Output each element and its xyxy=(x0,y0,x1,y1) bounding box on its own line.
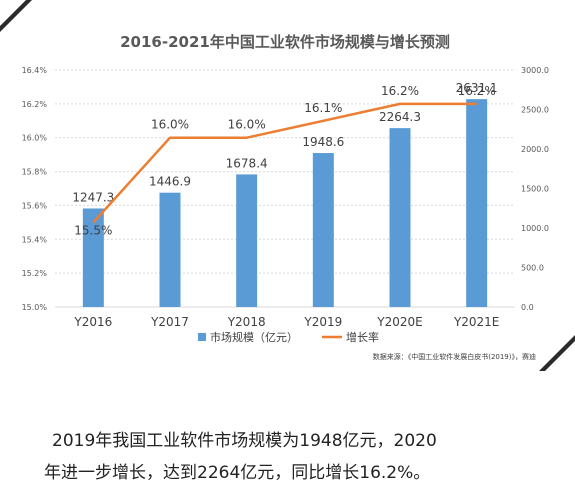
legend-label-line: 增长率 xyxy=(346,330,379,344)
line-value-label: 15.5% xyxy=(74,223,112,237)
line-value-label: 16.1% xyxy=(304,101,342,115)
growth-line xyxy=(92,102,477,224)
bar xyxy=(312,153,334,307)
line-value-label: 16.2% xyxy=(458,84,496,98)
x-tick-label: Y2018 xyxy=(227,315,266,329)
caption-line-2: 年进一步增长，达到2264亿元，同比增长16.2%。 xyxy=(44,463,431,483)
y-right-tick-label: 1000.0 xyxy=(521,224,549,233)
y-right-tick-label: 0.0 xyxy=(521,303,534,312)
line-value-label: 16.2% xyxy=(381,84,419,98)
y-left-tick-label: 15.2% xyxy=(22,269,48,278)
x-tick-label: Y2020E xyxy=(376,315,422,329)
y-right-tick-label: 2000.0 xyxy=(521,145,549,154)
bar-value-label: 2264.3 xyxy=(379,110,421,124)
y-right-tick-label: 3000.0 xyxy=(521,66,549,75)
y-left-tick-label: 16.4% xyxy=(22,66,48,75)
x-tick-label: Y2017 xyxy=(150,315,189,329)
bar-value-label: 1247.3 xyxy=(72,190,114,204)
bar-value-label: 1446.9 xyxy=(149,175,191,189)
legend-swatch-bar xyxy=(198,333,206,341)
y-left-tick-label: 15.4% xyxy=(22,235,48,244)
chart: 2016-2021年中国工业软件市场规模与增长预测 15.0% 15.2% 15.4%… xyxy=(22,33,549,361)
x-tick-label: Y2021E xyxy=(453,315,499,329)
bar xyxy=(159,192,181,307)
y-right-tick-label: 2500.0 xyxy=(521,106,549,115)
legend-label-bar: 市场规模（亿元） xyxy=(210,330,298,344)
line-value-label: 16.0% xyxy=(151,118,189,132)
y-left-tick-label: 16.0% xyxy=(22,134,48,143)
x-tick-label: Y2019 xyxy=(303,315,342,329)
bar xyxy=(82,208,104,307)
bar-value-label: 2631.1 xyxy=(456,81,498,95)
bar xyxy=(389,128,411,307)
corner-decoration-top-left-inner xyxy=(0,0,26,26)
bar xyxy=(466,99,488,307)
y-right-tick-label: 500.0 xyxy=(521,264,544,273)
source-note: 数据来源：《中国工业软件发展白皮书(2019)》，赛迪 xyxy=(373,352,536,361)
corner-decoration-bottom-right-inner xyxy=(545,341,575,371)
chart-title: 2016-2021年中国工业软件市场规模与增长预测 xyxy=(120,33,450,51)
bar-value-label: 1948.6 xyxy=(302,135,344,149)
y-right-tick-label: 1500.0 xyxy=(521,185,549,194)
y-left-tick-label: 15.6% xyxy=(22,201,48,210)
line-value-label: 16.0% xyxy=(228,118,266,132)
x-tick-label: Y2016 xyxy=(73,315,112,329)
y-left-tick-label: 15.0% xyxy=(22,303,48,312)
y-left-tick-label: 16.2% xyxy=(22,100,48,109)
bar xyxy=(236,174,258,307)
caption-line-1: 2019年我国工业软件市场规模为1948亿元，2020 xyxy=(52,431,437,451)
y-left-tick-label: 15.8% xyxy=(22,168,48,177)
bar-value-label: 1678.4 xyxy=(226,156,268,170)
